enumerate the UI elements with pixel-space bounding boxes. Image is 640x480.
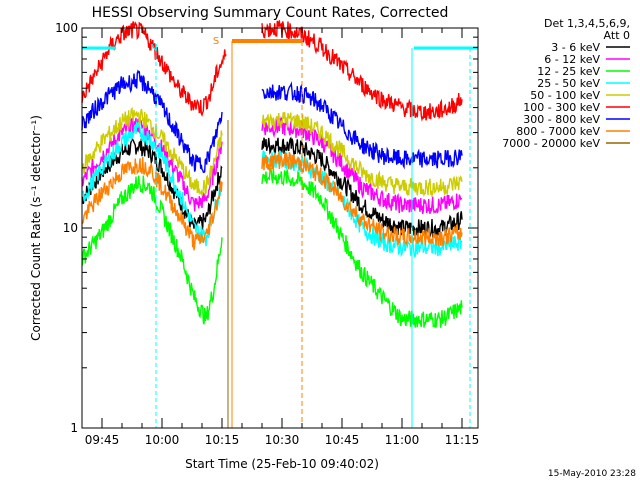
series-line-7-0 bbox=[81, 156, 223, 251]
x-tick-label-2: 10:15 bbox=[205, 433, 240, 447]
legend-label-2: 12 - 25 keV bbox=[537, 65, 600, 78]
series-layer bbox=[81, 20, 463, 328]
legend-label-5: 100 - 300 keV bbox=[523, 101, 600, 114]
chart-title: HESSI Observing Summary Count Rates, Cor… bbox=[92, 5, 449, 21]
annotation-layer: NS bbox=[82, 36, 478, 428]
series-line-4-0 bbox=[81, 106, 223, 196]
legend-header-line-1: Det 1,3,4,5,6,9, bbox=[544, 17, 630, 30]
series-line-6-0 bbox=[81, 69, 223, 174]
x-tick-label-1: 10:00 bbox=[145, 433, 180, 447]
x-tick-label-0: 09:45 bbox=[85, 433, 120, 447]
x-tick-label-6: 11:15 bbox=[445, 433, 480, 447]
series-line-6-1 bbox=[261, 81, 463, 170]
series-6 bbox=[81, 69, 463, 174]
axis-layer: 1 10 100 09:45 10:00 10:15 10:30 10:45 11:00 11:1… bbox=[55, 21, 479, 447]
series-line-0-0 bbox=[81, 138, 223, 230]
annotation-s: S bbox=[213, 36, 219, 47]
series-line-2-0 bbox=[81, 175, 223, 325]
legend-label-1: 6 - 12 keV bbox=[544, 53, 600, 66]
x-tick-label-3: 10:30 bbox=[265, 433, 300, 447]
y-tick-label-2: 100 bbox=[55, 21, 78, 35]
series-2 bbox=[81, 168, 463, 328]
annotation-n: N bbox=[150, 43, 157, 54]
legend-label-3: 25 - 50 keV bbox=[537, 77, 600, 90]
y-axis-label: Corrected Count Rate (s⁻¹ detector⁻¹) bbox=[29, 115, 43, 341]
x-tick-label-4: 10:45 bbox=[325, 433, 360, 447]
y-tick-label-1: 10 bbox=[63, 221, 78, 235]
x-tick-label-5: 11:00 bbox=[385, 433, 420, 447]
series-line-2-1 bbox=[261, 168, 463, 328]
legend-label-8: 7000 - 20000 keV bbox=[502, 137, 600, 150]
series-0 bbox=[81, 136, 463, 238]
legend-label-6: 300 - 800 keV bbox=[523, 113, 600, 126]
x-axis-label: Start Time (25-Feb-10 09:40:02) bbox=[185, 457, 379, 471]
series-line-4-1 bbox=[261, 112, 463, 198]
y-tick-label-0: 1 bbox=[70, 421, 78, 435]
series-line-5-0 bbox=[81, 21, 227, 118]
footer-timestamp: 15-May-2010 23:28 bbox=[548, 469, 636, 479]
series-line-0-1 bbox=[261, 136, 463, 238]
legend-label-4: 50 - 100 keV bbox=[530, 89, 600, 102]
series-5 bbox=[81, 20, 463, 122]
series-line-5-1 bbox=[261, 20, 463, 122]
series-line-7-1 bbox=[261, 151, 463, 247]
series-7 bbox=[81, 151, 463, 251]
legend-label-0: 3 - 6 keV bbox=[551, 41, 600, 54]
legend-label-7: 800 - 7000 keV bbox=[516, 125, 600, 138]
legend-header-line-2: Att 0 bbox=[604, 29, 630, 42]
series-4 bbox=[81, 106, 463, 198]
